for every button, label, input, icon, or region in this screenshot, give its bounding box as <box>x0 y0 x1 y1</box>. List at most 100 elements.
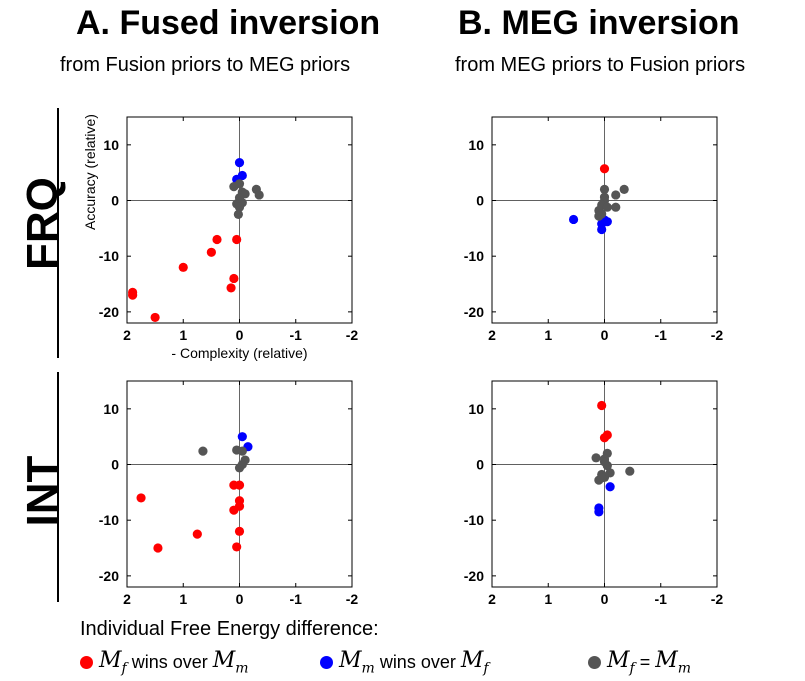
legend-gray-post: M <box>655 648 678 673</box>
legend-red-post: M <box>212 648 236 673</box>
y-tick-label: -20 <box>99 304 119 320</box>
x-tick-label: -1 <box>290 327 303 343</box>
legend-gray-pre: M <box>607 648 630 673</box>
scatter-point-gray <box>594 211 604 221</box>
legend-red-post-sub: m <box>235 660 249 677</box>
legend-item-blue: Mm wins over Mf <box>320 648 489 676</box>
scatter-point-gray <box>233 209 243 220</box>
scatter-point-red <box>212 234 222 245</box>
scatter-point-red <box>226 283 236 293</box>
column-a-subtitle: from Fusion priors to MEG priors <box>60 54 351 76</box>
y-tick-label: -20 <box>464 304 484 320</box>
column-b-title: B. MEG inversion <box>458 4 740 42</box>
x-tick-label: -2 <box>711 327 724 343</box>
scatter-point-gray <box>254 190 264 200</box>
legend-blue-pre-sub: m <box>361 660 375 677</box>
scatter-point-red <box>153 543 163 553</box>
x-tick-label: -2 <box>346 591 359 607</box>
scatter-point-red <box>234 526 245 536</box>
x-tick-label: 1 <box>179 327 187 343</box>
scatter-point-blue <box>597 224 607 235</box>
legend-item-red: Mf wins over Mm <box>80 648 249 676</box>
scatter-point-gray <box>591 453 601 463</box>
scatter-point-red <box>599 164 610 174</box>
scatter-point-red <box>229 505 239 515</box>
x-tick-label: 1 <box>544 327 552 343</box>
x-tick-label: 0 <box>601 327 609 343</box>
y-axis-label: Accuracy (relative) <box>82 114 98 230</box>
legend-red-pre: M <box>99 648 122 673</box>
scatter-point-blue <box>594 507 604 517</box>
y-tick-label: 10 <box>468 137 484 153</box>
scatter-point-red <box>178 262 188 272</box>
x-tick-label: -2 <box>346 327 359 343</box>
scatter-point-gray <box>597 473 607 483</box>
x-tick-label: 0 <box>236 591 244 607</box>
legend-swatch-red <box>80 655 93 669</box>
y-tick-label: 10 <box>468 401 484 417</box>
scatter-point-gray <box>625 466 635 476</box>
scatter-point-red <box>597 400 607 411</box>
x-tick-label: -1 <box>290 591 303 607</box>
legend-title: Individual Free Energy difference: <box>80 618 379 640</box>
legend-blue-mid: wins over <box>374 651 461 672</box>
legend-item-gray: Mf = Mm <box>588 648 691 676</box>
legend-swatch-blue <box>320 655 333 669</box>
x-tick-label: -1 <box>655 327 668 343</box>
scatter-point-red <box>136 493 146 503</box>
x-tick-label: 0 <box>601 591 609 607</box>
scatter-point-gray <box>237 459 247 470</box>
scatter-point-gray <box>611 190 621 200</box>
legend-red-mid: wins over <box>126 651 213 672</box>
scatter-point-gray <box>237 446 247 456</box>
scatter-point-gray <box>198 446 208 456</box>
y-tick-label: 0 <box>111 193 119 209</box>
x-tick-label: 2 <box>488 327 496 343</box>
scatter-point-gray <box>602 202 612 212</box>
scatter-point-blue <box>234 158 245 168</box>
row-divider-frq <box>57 108 59 358</box>
scatter-point-gray <box>234 202 245 212</box>
legend-red-pre-sub: f <box>121 660 127 677</box>
scatter-point-red <box>232 234 242 245</box>
scatter-point-gray <box>599 457 610 467</box>
x-axis-label: - Complexity (relative) <box>171 345 307 361</box>
y-tick-label: 10 <box>103 137 119 153</box>
y-tick-label: -20 <box>464 568 484 584</box>
y-tick-label: -10 <box>99 512 119 528</box>
x-tick-label: -2 <box>711 591 724 607</box>
scatter-point-blue <box>237 432 247 442</box>
y-tick-label: 0 <box>111 457 119 473</box>
x-tick-label: 2 <box>488 591 496 607</box>
y-tick-label: 0 <box>476 193 484 209</box>
x-tick-label: 1 <box>544 591 552 607</box>
y-tick-label: -10 <box>464 512 484 528</box>
legend-swatch-gray <box>588 655 601 669</box>
scatter-point-red <box>232 542 242 552</box>
y-tick-label: 0 <box>476 457 484 473</box>
legend-gray-pre-sub: f <box>629 660 635 677</box>
scatter-point-blue <box>605 482 615 492</box>
scatter-point-red <box>192 529 202 539</box>
scatter-point-red <box>206 247 216 257</box>
y-tick-label: -10 <box>464 248 484 264</box>
scatter-point-gray <box>619 184 629 194</box>
scatter-point-red <box>150 312 160 323</box>
column-b-subtitle: from MEG priors to Fusion priors <box>455 54 746 76</box>
legend-blue-post: M <box>460 648 484 673</box>
scatter-point-red <box>128 290 138 300</box>
legend-blue-pre: M <box>339 648 362 673</box>
x-tick-label: 0 <box>236 327 244 343</box>
x-tick-label: 1 <box>179 591 187 607</box>
y-tick-label: 10 <box>103 401 119 417</box>
legend-gray-mid: = <box>634 651 656 672</box>
y-tick-label: -20 <box>99 568 119 584</box>
scatter-point-red <box>234 480 245 490</box>
scatter-point-red <box>599 433 610 443</box>
scatter-point-gray <box>234 179 245 189</box>
x-tick-label: 2 <box>123 591 131 607</box>
x-tick-label: 2 <box>123 327 131 343</box>
scatter-point-red <box>229 273 239 284</box>
